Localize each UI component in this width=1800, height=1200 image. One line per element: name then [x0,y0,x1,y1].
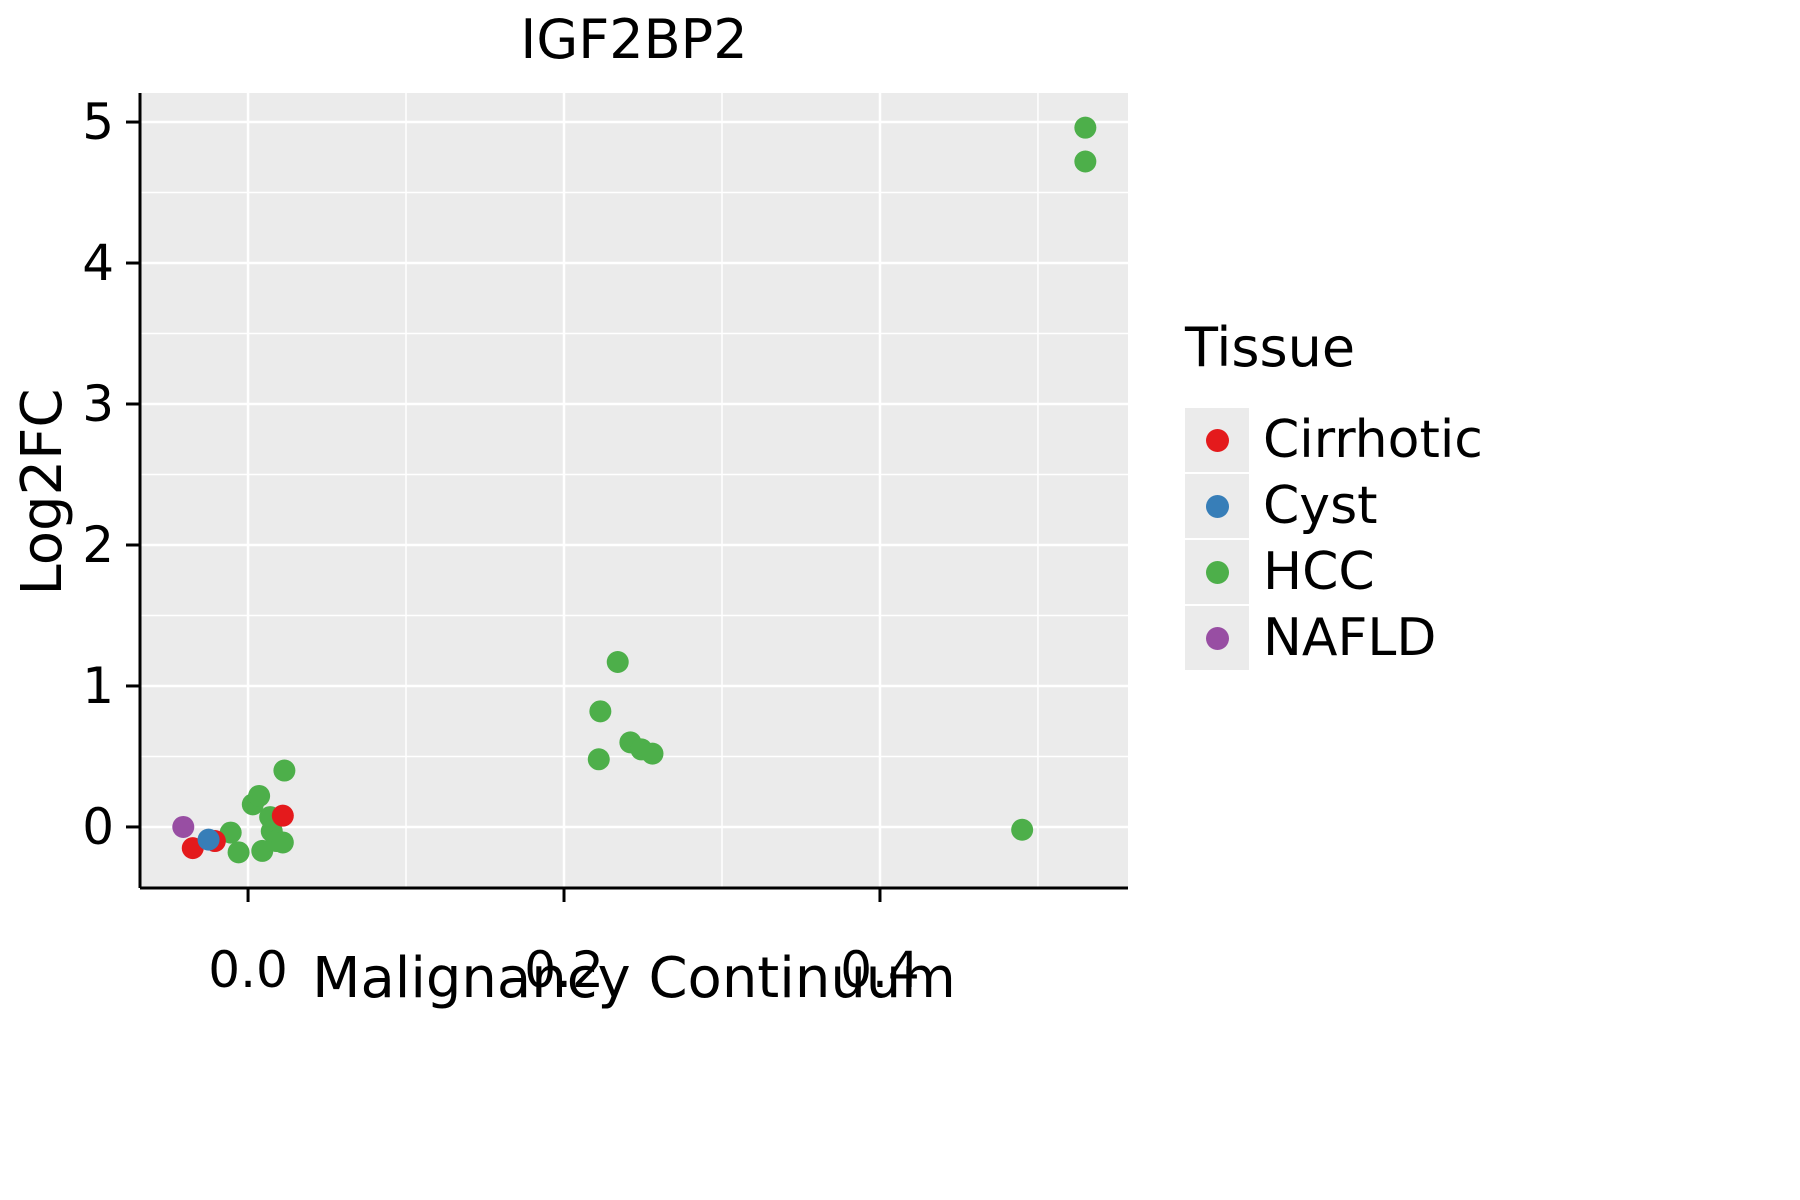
legend-dot-icon [1205,626,1229,650]
legend-label: HCC [1263,542,1375,602]
data-point-hcc [271,831,294,854]
data-point-hcc [1011,818,1034,841]
legend-key [1185,540,1249,604]
data-point-hcc [606,651,629,674]
legend-item-nafld: NAFLD [1185,606,1483,670]
data-point-hcc [641,742,664,765]
data-point-cyst [197,828,220,851]
y-tick-label: 3 [82,375,114,433]
legend-dot-icon [1205,560,1229,584]
legend-title: Tissue [1185,316,1356,379]
y-axis-label: Log2FC [10,388,75,596]
legend-item-cirrhotic: Cirrhotic [1185,408,1483,472]
legend-label: NAFLD [1263,608,1437,668]
data-point-hcc [1074,116,1097,139]
legend-item-hcc: HCC [1185,540,1483,604]
y-tick-label: 2 [82,516,114,574]
data-point-hcc [273,759,296,782]
data-point-hcc [1074,150,1097,173]
data-point-hcc [587,748,610,771]
legend-item-cyst: Cyst [1185,474,1483,538]
chart-title: IGF2BP2 [520,8,748,71]
data-point-hcc [589,700,612,723]
legend-dot-icon [1205,494,1229,518]
legend-key [1185,474,1249,538]
y-tick-label: 1 [82,657,114,715]
legend-items: Cirrhotic Cyst HCC NAFLD [1185,407,1483,671]
x-tick-label: 0.2 [524,941,604,999]
legend-label: Cyst [1263,476,1378,536]
y-tick-label: 0 [82,798,114,856]
data-point-hcc [227,841,250,864]
y-tick-label: 4 [82,234,114,292]
x-tick-label: 0.4 [840,941,920,999]
data-point-hcc [248,784,271,807]
y-tick-label: 5 [82,93,114,151]
x-tick-label: 0.0 [208,941,288,999]
legend: Tissue Cirrhotic Cyst HCC NAFLD [1185,316,1483,671]
x-axis-label: Malignancy Continuum [312,946,956,1011]
legend-label: Cirrhotic [1263,410,1483,470]
data-point-cirrhotic [271,804,294,827]
legend-dot-icon [1205,428,1229,452]
data-point-nafld [172,815,195,838]
legend-key [1185,606,1249,670]
legend-key [1185,408,1249,472]
